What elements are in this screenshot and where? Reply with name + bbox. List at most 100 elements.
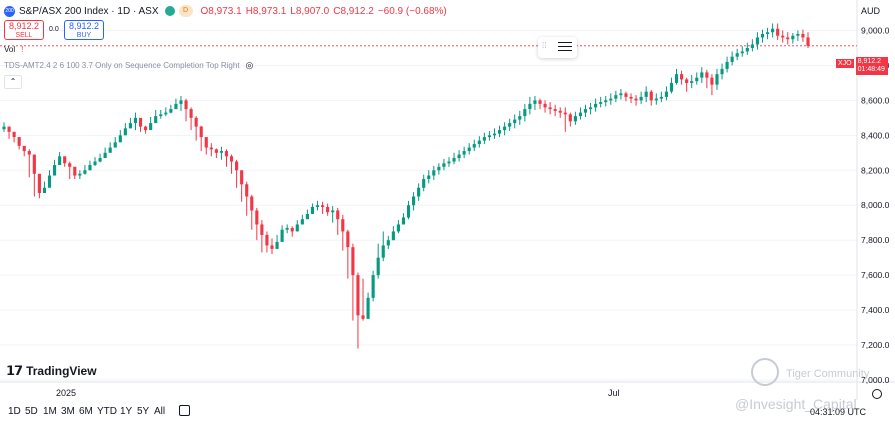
ohlc-low: L8,907.0 bbox=[290, 5, 330, 17]
candle-up bbox=[518, 116, 522, 120]
timeframe-6m[interactable]: 6M bbox=[79, 406, 93, 417]
candle-up bbox=[492, 133, 497, 136]
candle-up bbox=[376, 257, 380, 276]
drag-handle-icon[interactable]: ⁞⁞ bbox=[542, 41, 547, 50]
y-tick-label: 7,200.0 bbox=[861, 340, 890, 350]
candle-down bbox=[326, 206, 330, 213]
candle-up bbox=[604, 100, 608, 103]
candle-up bbox=[497, 130, 502, 134]
y-axis-ticks: 9,000.08,800.08,600.08,400.08,200.08,000… bbox=[861, 25, 890, 385]
candle-up bbox=[417, 187, 421, 197]
timeframe-5d[interactable]: 5D bbox=[25, 406, 38, 417]
candle-down bbox=[144, 126, 148, 131]
timeframe-all[interactable]: All bbox=[154, 406, 166, 417]
y-tick-label: 9,000.0 bbox=[861, 25, 890, 35]
candle-up bbox=[113, 142, 117, 148]
candle-up bbox=[619, 93, 623, 96]
candle-down bbox=[270, 245, 274, 249]
candle-up bbox=[128, 123, 132, 129]
buy-label: BUY bbox=[76, 32, 92, 39]
vol-label: Vol bbox=[4, 45, 16, 54]
ohlc-high: H8,973.1 bbox=[245, 5, 287, 17]
candle-up bbox=[583, 109, 588, 113]
candle-up bbox=[386, 240, 390, 246]
candle-down bbox=[558, 110, 562, 113]
sell-button[interactable]: 8,912.2 SELL bbox=[4, 20, 44, 40]
vol-indicator-row[interactable]: Vol ! bbox=[4, 45, 23, 54]
sell-label: SELL bbox=[15, 32, 33, 39]
candle-down bbox=[710, 77, 714, 85]
candle-up bbox=[755, 37, 760, 45]
candle-up bbox=[659, 96, 663, 99]
timeframe-5y[interactable]: 5Y bbox=[137, 406, 150, 417]
symbol-title[interactable]: S&P/ASX 200 Index · 1D · ASX bbox=[19, 5, 159, 17]
timeframe-1m[interactable]: 1M bbox=[43, 406, 57, 417]
candle-up bbox=[477, 140, 481, 145]
collapse-legend-button[interactable]: ⌃ bbox=[4, 75, 22, 89]
candle-up bbox=[730, 56, 734, 62]
candle-down bbox=[705, 72, 709, 78]
candle-down bbox=[235, 161, 239, 171]
floating-drawing-toolbar[interactable]: ⁞⁞ bbox=[538, 37, 577, 58]
candle-up bbox=[42, 187, 47, 194]
timeframe-1d[interactable]: 1D bbox=[8, 406, 21, 417]
candle-up bbox=[275, 241, 279, 249]
candle-up bbox=[366, 297, 370, 319]
candle-down bbox=[224, 151, 229, 157]
candle-down bbox=[255, 210, 259, 225]
candle-up bbox=[487, 135, 492, 138]
candle-up bbox=[735, 53, 739, 57]
candle-up bbox=[447, 161, 451, 164]
y-tick-label: 7,400.0 bbox=[861, 305, 890, 315]
candle-up bbox=[594, 103, 598, 108]
currency-label[interactable]: AUD bbox=[861, 6, 881, 16]
candle-down bbox=[214, 149, 218, 153]
last-price-badge: 8,912.2 01:48:49 bbox=[855, 57, 888, 75]
candle-down bbox=[346, 231, 350, 248]
candle-up bbox=[760, 33, 765, 38]
candle-up bbox=[528, 103, 532, 110]
candle-down bbox=[680, 74, 684, 80]
candle-up bbox=[462, 151, 466, 155]
candle-up bbox=[771, 28, 775, 33]
y-tick-label: 8,600.0 bbox=[861, 95, 890, 105]
candle-up bbox=[791, 35, 795, 40]
eye-hidden-icon[interactable]: ◎ bbox=[245, 60, 254, 70]
settings-circle-icon[interactable] bbox=[872, 389, 882, 399]
symbol-price-tag: XJO 8,912.2 01:48:49 bbox=[836, 57, 888, 75]
buy-button[interactable]: 8,912.2 BUY bbox=[64, 20, 104, 40]
date-range-icon[interactable] bbox=[179, 405, 190, 416]
candle-down bbox=[240, 170, 244, 185]
tds-indicator-row[interactable]: TDS-AMT2.4 2 6 100 3.7 Only on Sequence … bbox=[4, 60, 253, 71]
candle-down bbox=[7, 126, 11, 132]
timeframe-1y[interactable]: 1Y bbox=[120, 406, 133, 417]
candle-up bbox=[427, 175, 431, 180]
ohlc-close: C8,912.2 bbox=[333, 5, 374, 17]
symbol-logo-icon: 200 bbox=[4, 5, 15, 17]
sell-price: 8,912.2 bbox=[8, 21, 40, 31]
candle-up bbox=[513, 119, 517, 124]
candle-up bbox=[573, 116, 577, 122]
header-bar: 200 S&P/ASX 200 Index · 1D · ASX D O8,97… bbox=[4, 4, 447, 18]
candle-up bbox=[381, 245, 385, 258]
candle-up bbox=[98, 158, 102, 162]
timeframe-ytd[interactable]: YTD bbox=[97, 406, 117, 417]
candle-down bbox=[563, 112, 567, 115]
candle-up bbox=[609, 98, 613, 101]
menu-lines-icon[interactable] bbox=[558, 41, 572, 53]
candle-up bbox=[52, 165, 57, 176]
candle-up bbox=[588, 107, 593, 110]
candle-up bbox=[123, 128, 127, 136]
candle-up bbox=[164, 112, 168, 115]
candle-down bbox=[786, 37, 790, 40]
warning-icon[interactable]: ! bbox=[21, 45, 24, 54]
timeframe-3m[interactable]: 3M bbox=[61, 406, 75, 417]
candle-up bbox=[669, 82, 674, 92]
utc-clock[interactable]: 04:31:09 UTC bbox=[810, 407, 867, 417]
candle-down bbox=[68, 163, 72, 167]
candle-up bbox=[725, 61, 729, 69]
y-tick-label: 7,800.0 bbox=[861, 235, 890, 245]
candle-down bbox=[781, 35, 785, 38]
tradingview-logo[interactable]: 𝟭𝟳 TradingView bbox=[6, 363, 97, 379]
